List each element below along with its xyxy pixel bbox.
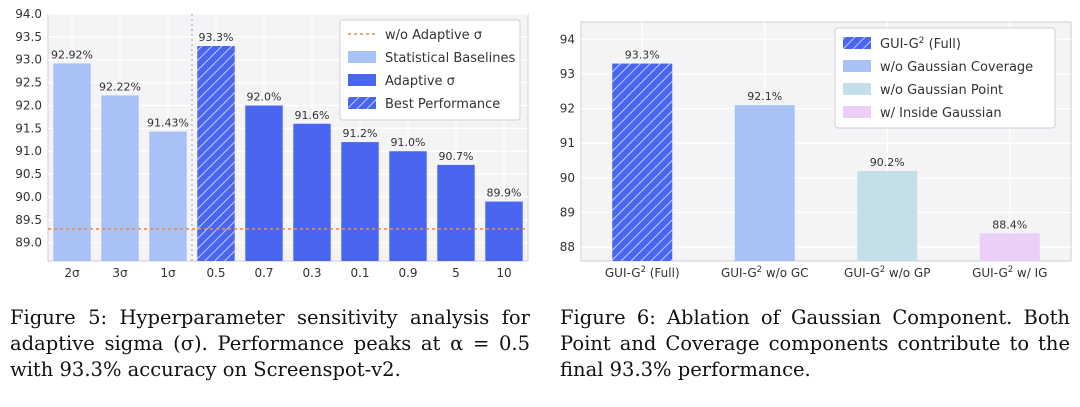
bar-data-label: 91.6% bbox=[295, 109, 330, 122]
x-tick-label: 0.9 bbox=[398, 266, 417, 280]
figure-6-caption: Figure 6: Ablation of Gaussian Component… bbox=[560, 305, 1070, 383]
bar-data-label: 90.7% bbox=[439, 150, 474, 163]
legend-patch-swatch bbox=[843, 60, 871, 72]
legend-patch-swatch bbox=[348, 74, 376, 86]
figure-6-chart: 88 89 90 91 92 93 94 93.3% GUI-G2 (Full) 92.1% GUI… bbox=[545, 0, 1080, 295]
bar-data-label: 93.3% bbox=[625, 49, 660, 62]
y-tick-label: 89 bbox=[560, 206, 575, 220]
legend: w/o Adaptive σ Statistical Baselines Adapt… bbox=[339, 19, 521, 121]
legend-label: Statistical Baselines bbox=[385, 51, 515, 66]
legend-patch-swatch bbox=[843, 37, 871, 49]
bar bbox=[149, 131, 187, 261]
bar bbox=[485, 201, 523, 261]
y-tick-label: 89.0 bbox=[15, 236, 42, 250]
y-tick-label: 90 bbox=[560, 171, 575, 185]
bar-data-label: 91.43% bbox=[147, 117, 189, 130]
figure-5-svg: 89.0 89.5 90.0 90.5 91.0 91.5 92.0 92.5 93.0 93.5… bbox=[15, 7, 529, 280]
bar bbox=[53, 63, 91, 262]
figure-5-caption: Figure 5: Hyperparameter sensitivity ana… bbox=[10, 305, 530, 383]
x-tick-label: GUI-G2 w/o GP bbox=[844, 264, 930, 280]
y-tick-label: 92.5 bbox=[15, 76, 42, 90]
bar-data-label: 91.0% bbox=[391, 136, 426, 149]
legend-label: w/o Gaussian Coverage bbox=[880, 60, 1033, 75]
y-tick-label: 90.5 bbox=[15, 167, 42, 181]
y-tick-label: 91 bbox=[560, 136, 575, 150]
bar bbox=[437, 164, 475, 261]
bar-data-label: 92.92% bbox=[51, 48, 93, 61]
bar-data-label: 92.22% bbox=[99, 80, 141, 93]
legend-label: w/o Gaussian Point bbox=[880, 83, 1003, 98]
legend-patch-swatch bbox=[843, 106, 871, 118]
y-tick-label: 88 bbox=[560, 240, 575, 254]
legend-patch-swatch bbox=[348, 97, 376, 109]
y-tick-label: 94.0 bbox=[15, 7, 42, 21]
y-tick-label: 94 bbox=[560, 32, 575, 46]
bar-data-label: 88.4% bbox=[992, 218, 1027, 231]
legend-label: GUI-G2 (Full) bbox=[880, 36, 961, 52]
bar-data-label: 90.2% bbox=[870, 156, 905, 169]
x-tick-label: 5 bbox=[452, 266, 460, 280]
x-tick-label: GUI-G2 (Full) bbox=[605, 264, 680, 280]
bar bbox=[857, 170, 918, 261]
legend: GUI-G2 (Full) w/o Gaussian Coverage w/o Ga… bbox=[834, 27, 1056, 129]
legend-label: w/o Adaptive σ bbox=[385, 28, 482, 43]
bar-data-label: 93.3% bbox=[199, 31, 234, 44]
legend-patch-swatch bbox=[843, 83, 871, 95]
y-tick-label: 91.5 bbox=[15, 121, 42, 135]
legend-label: Adaptive σ bbox=[385, 74, 455, 89]
bar bbox=[245, 105, 283, 262]
legend-patch-swatch bbox=[348, 51, 376, 63]
legend-box bbox=[834, 27, 1056, 129]
x-tick-label: 3σ bbox=[112, 266, 128, 280]
y-tick-label: 91.0 bbox=[15, 144, 42, 158]
x-tick-label: GUI-G2 w/ IG bbox=[972, 264, 1047, 280]
y-tick-label: 93 bbox=[560, 67, 575, 81]
figure-5-caption-text: Figure 5: Hyperparameter sensitivity ana… bbox=[10, 306, 530, 381]
legend-box bbox=[339, 19, 521, 121]
legend-label: w/ Inside Gaussian bbox=[880, 106, 1002, 121]
y-tick-label: 93.5 bbox=[15, 30, 42, 44]
x-tick-label: 0.1 bbox=[350, 266, 369, 280]
x-tick-label: GUI-G2 w/o GC bbox=[721, 264, 809, 280]
bar-data-label: 91.2% bbox=[343, 127, 378, 140]
bar bbox=[389, 151, 427, 261]
y-tick-label: 93.0 bbox=[15, 53, 42, 67]
y-tick-label: 92.0 bbox=[15, 98, 42, 112]
bar bbox=[101, 95, 139, 261]
x-tick-label: 1σ bbox=[160, 266, 176, 280]
legend-label: Best Performance bbox=[385, 97, 500, 112]
y-tick-label: 89.5 bbox=[15, 213, 42, 227]
x-tick-label: 2σ bbox=[64, 266, 80, 280]
y-tick-label: 90.0 bbox=[15, 190, 42, 204]
x-tick-label: 0.3 bbox=[302, 266, 321, 280]
x-tick-label: 10 bbox=[496, 266, 511, 280]
bar-data-label: 89.9% bbox=[487, 187, 522, 200]
bar bbox=[734, 105, 795, 261]
bar-data-label: 92.1% bbox=[747, 90, 782, 103]
y-tick-label: 92 bbox=[560, 102, 575, 116]
x-tick-label: 0.5 bbox=[206, 266, 225, 280]
bar bbox=[197, 46, 235, 261]
figure-5-chart: 89.0 89.5 90.0 90.5 91.0 91.5 92.0 92.5 93.0 93.5… bbox=[0, 0, 535, 295]
x-tick-label: 0.7 bbox=[254, 266, 273, 280]
bar-data-label: 92.0% bbox=[247, 90, 282, 103]
figure-6-svg: 88 89 90 91 92 93 94 93.3% GUI-G2 (Full) 92.1% GUI… bbox=[560, 21, 1072, 280]
bar bbox=[979, 233, 1040, 261]
bar bbox=[612, 63, 673, 261]
bar bbox=[293, 123, 331, 262]
bar bbox=[341, 142, 379, 261]
figure-6-caption-text: Figure 6: Ablation of Gaussian Component… bbox=[560, 306, 1070, 381]
